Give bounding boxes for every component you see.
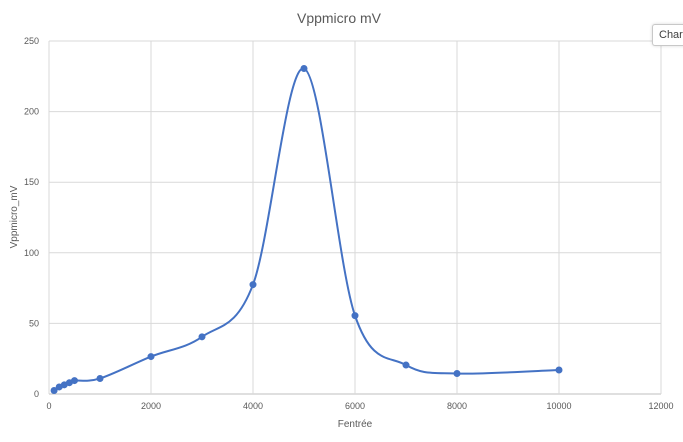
chart-tab[interactable]: Char (652, 24, 683, 46)
y-tick-label: 250 (24, 36, 39, 46)
data-point (198, 333, 206, 341)
y-axis-label: Vppmicro_mV (9, 185, 20, 248)
x-tick-label: 10000 (546, 401, 571, 411)
y-tick-label: 100 (24, 248, 39, 258)
data-point (249, 281, 257, 289)
data-point (50, 386, 58, 394)
grid (48, 40, 662, 395)
x-axis-label: Fentrée (338, 419, 373, 430)
x-tick-label: 4000 (243, 401, 263, 411)
x-tick-label: 6000 (345, 401, 365, 411)
x-tick-label: 2000 (141, 401, 161, 411)
tick-labels: 0 50 100 150 200 250 0 2000 4000 6000 8000 10000 120… (24, 36, 674, 411)
y-tick-label: 150 (24, 177, 39, 187)
series (50, 65, 563, 394)
data-point (147, 353, 155, 361)
y-tick-label: 200 (24, 107, 39, 117)
data-point (555, 366, 563, 374)
data-point (96, 374, 104, 382)
x-tick-label: 0 (46, 401, 51, 411)
y-tick-label: 50 (29, 318, 39, 328)
x-tick-label: 12000 (648, 401, 673, 411)
y-tick-label: 0 (34, 389, 39, 399)
data-point (300, 65, 308, 73)
data-point (351, 312, 359, 320)
data-point (402, 361, 410, 369)
chart-title: Vppmicro mV (297, 10, 382, 26)
data-point (453, 370, 461, 378)
data-point (71, 377, 78, 385)
series-line (53, 67, 560, 392)
x-tick-label: 8000 (447, 401, 467, 411)
